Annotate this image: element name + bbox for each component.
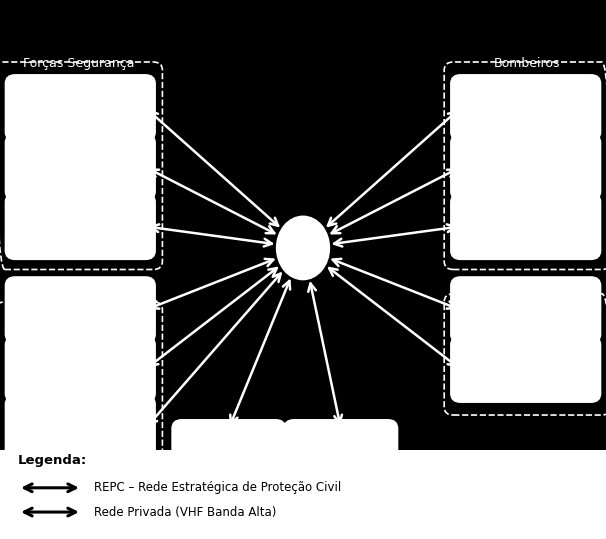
FancyBboxPatch shape — [451, 75, 600, 140]
FancyBboxPatch shape — [451, 194, 600, 259]
FancyBboxPatch shape — [6, 278, 155, 342]
Text: Bombeiros: Bombeiros — [494, 57, 561, 70]
FancyBboxPatch shape — [451, 337, 600, 402]
Text: Industrias SEVESO: Industrias SEVESO — [21, 471, 137, 483]
FancyBboxPatch shape — [173, 420, 285, 493]
Text: Rede Privada (VHF Banda Alta): Rede Privada (VHF Banda Alta) — [94, 506, 276, 519]
FancyBboxPatch shape — [6, 135, 155, 199]
FancyBboxPatch shape — [285, 420, 397, 493]
FancyBboxPatch shape — [6, 337, 155, 402]
FancyBboxPatch shape — [6, 75, 155, 140]
FancyBboxPatch shape — [451, 135, 600, 199]
FancyBboxPatch shape — [451, 278, 600, 342]
FancyBboxPatch shape — [6, 396, 155, 461]
Ellipse shape — [278, 217, 328, 279]
Text: Forças Segurança: Forças Segurança — [23, 57, 135, 70]
FancyBboxPatch shape — [6, 194, 155, 259]
Text: Legenda:: Legenda: — [18, 454, 87, 467]
Text: REPC – Rede Estratégica de Proteção Civil: REPC – Rede Estratégica de Proteção Civi… — [94, 481, 341, 494]
Bar — [0, 450, 606, 539]
